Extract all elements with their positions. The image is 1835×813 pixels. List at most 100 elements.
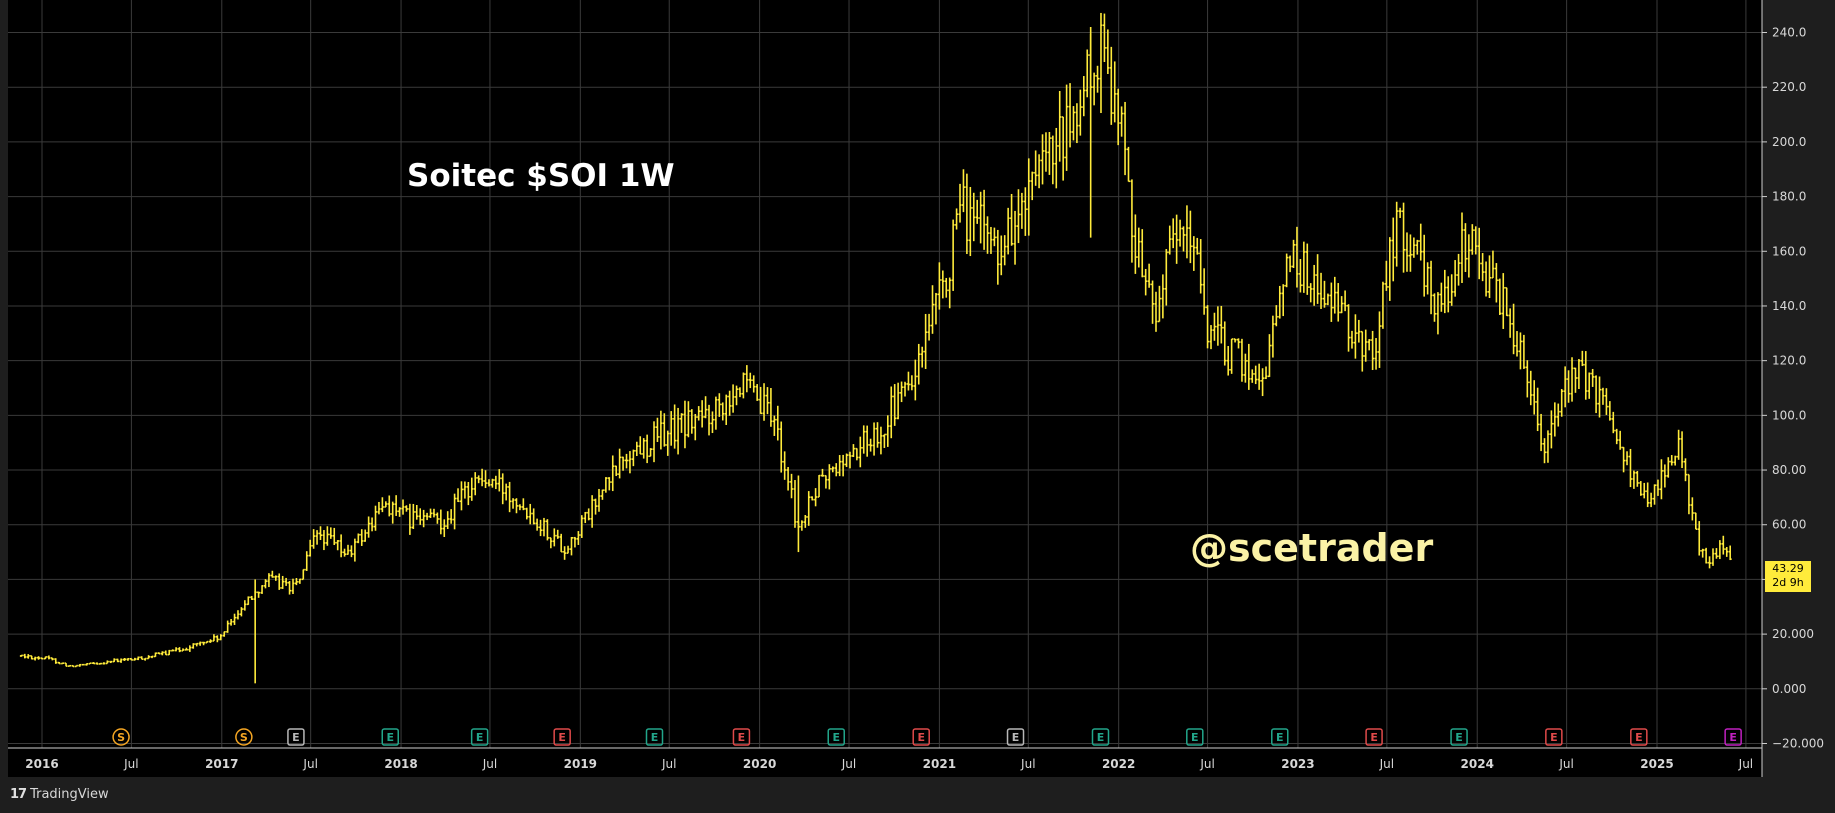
ohlc-bar [102, 662, 106, 665]
ohlc-bar [1044, 132, 1048, 172]
ohlc-bar [497, 469, 501, 492]
ohlc-bar [649, 448, 653, 458]
marker-shape [1271, 728, 1289, 746]
ohlc-bar [1666, 457, 1670, 478]
ohlc-bar [1367, 339, 1371, 351]
ohlc-bar [401, 499, 405, 515]
bar-countdown: 2d 9h [1772, 576, 1804, 590]
ohlc-bar [26, 654, 30, 659]
ohlc-bar [1068, 83, 1072, 148]
marker-letter: E [386, 731, 394, 744]
ohlc-bar [803, 514, 807, 528]
ohlc-bar [1463, 223, 1467, 273]
earnings-marker-icon[interactable]: E [1271, 728, 1289, 746]
earnings-marker-icon[interactable]: E [470, 728, 489, 746]
ohlc-bar [95, 662, 99, 665]
ohlc-bar [1577, 358, 1581, 389]
ohlc-bar [545, 519, 549, 541]
earnings-marker-icon[interactable]: E [1724, 728, 1742, 746]
ohlc-bar [312, 529, 316, 549]
ohlc-bar [404, 505, 408, 512]
ohlc-bar [1398, 207, 1402, 218]
chart-title: Soitec $SOI 1W [407, 158, 675, 194]
ohlc-bar [820, 468, 824, 477]
earnings-marker-icon[interactable]: E [1091, 728, 1110, 746]
ohlc-bar [1659, 459, 1663, 500]
ohlc-bar [1704, 547, 1708, 564]
ohlc-bar [635, 441, 639, 456]
x-tick-label: Jul [1738, 757, 1753, 771]
ohlc-bar [205, 640, 209, 644]
ohlc-bar [129, 657, 133, 661]
ohlc-bar [1549, 410, 1553, 449]
ohlc-bar [1164, 249, 1168, 306]
ohlc-bar [85, 662, 89, 666]
ohlc-bar [301, 568, 305, 581]
earnings-marker-icon[interactable]: E [645, 728, 664, 746]
ohlc-bar [1168, 225, 1172, 255]
earnings-marker-icon[interactable]: E [553, 728, 571, 746]
x-tick-label: Jul [1379, 757, 1394, 771]
ohlc-bar [1309, 283, 1313, 303]
earnings-marker-icon[interactable]: E [912, 728, 930, 746]
ohlc-bar [1436, 292, 1440, 335]
ohlc-bar [1543, 438, 1547, 464]
ohlc-bar [1298, 259, 1302, 293]
earnings-marker-icon[interactable]: E [827, 728, 845, 746]
ohlc-bar [181, 648, 185, 652]
ohlc-bar [1711, 548, 1715, 566]
ohlc-bar [1078, 89, 1082, 136]
ohlc-bar [1333, 276, 1337, 314]
earnings-marker-icon[interactable]: E [1006, 728, 1025, 746]
earnings-marker-icon[interactable]: E [287, 728, 305, 746]
earnings-marker-icon[interactable]: E [1450, 728, 1468, 746]
split-marker-icon[interactable]: S [112, 728, 130, 746]
ohlc-bar [576, 531, 580, 545]
ohlc-bar [1023, 187, 1027, 236]
earnings-marker-icon[interactable]: E [1365, 728, 1383, 746]
ohlc-bar [1154, 291, 1158, 332]
earnings-marker-icon[interactable]: E [1186, 728, 1204, 746]
ohlc-bar [1027, 158, 1031, 236]
ohlc-bar [1604, 388, 1608, 415]
earnings-marker-icon[interactable]: E [381, 728, 399, 746]
ohlc-bar [1051, 135, 1055, 185]
ohlc-bar [68, 664, 72, 667]
earnings-marker-icon[interactable]: E [1545, 728, 1563, 746]
ohlc-bar [769, 388, 773, 427]
ohlc-bar [1075, 103, 1079, 144]
ohlc-bar [233, 613, 237, 625]
ohlc-bar [1639, 481, 1643, 496]
ohlc-bar [1137, 227, 1141, 268]
ohlc-bar [1429, 260, 1433, 315]
ohlc-bar [528, 503, 532, 525]
ohlc-bar [1518, 332, 1522, 370]
ohlc-bar [1402, 202, 1406, 273]
marker-letter: E [738, 731, 746, 744]
earnings-marker-icon[interactable]: E [732, 728, 751, 746]
marker-shape [1450, 728, 1468, 746]
ohlc-bar [958, 183, 962, 223]
ohlc-bar [539, 519, 543, 537]
ohlc-bar [1556, 403, 1560, 427]
ohlc-bar [504, 483, 508, 501]
chart-area[interactable] [8, 0, 1762, 777]
split-marker-icon[interactable]: S [235, 728, 253, 746]
ohlc-bar [999, 235, 1003, 276]
marker-letter: E [1455, 731, 1463, 744]
ohlc-bar [549, 537, 553, 549]
ohlc-bar [425, 512, 429, 521]
x-tick-label: Jul [302, 757, 317, 771]
ohlc-bar [1030, 171, 1034, 201]
ohlc-bar [628, 451, 632, 474]
ohlc-bar [1302, 241, 1306, 293]
ohlc-bar [446, 511, 450, 530]
ohlc-bar [298, 578, 302, 584]
ohlc-bar [1488, 255, 1492, 298]
tradingview-logo[interactable]: 17 TradingView [10, 787, 109, 802]
ohlc-bar [484, 470, 488, 489]
earnings-marker-icon[interactable]: E [1630, 728, 1648, 746]
ohlc-bar [477, 475, 481, 484]
ohlc-bar [377, 501, 381, 515]
